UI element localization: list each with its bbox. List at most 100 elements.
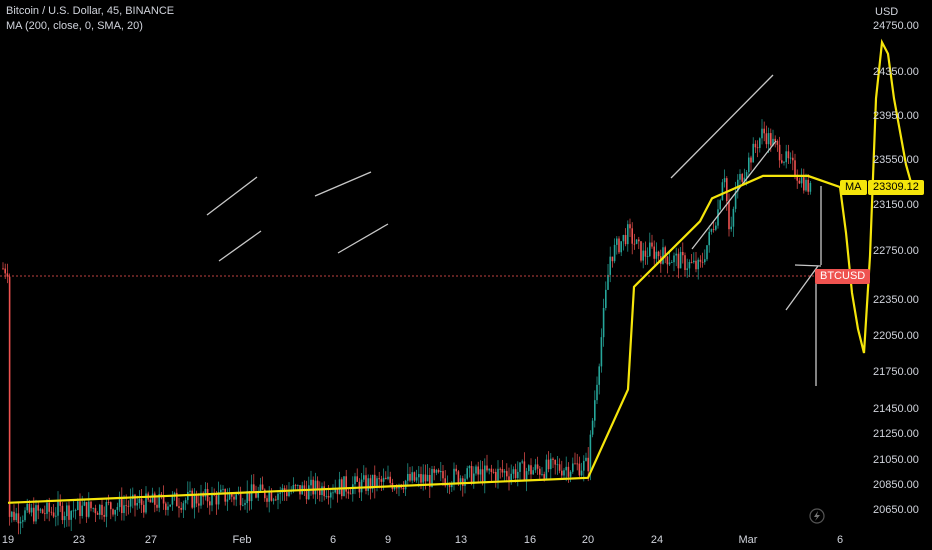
candle-body — [17, 513, 20, 524]
candle-body — [767, 133, 770, 145]
candle-body — [457, 471, 460, 484]
candle-body — [616, 238, 618, 245]
trendline[interactable] — [337, 223, 389, 254]
candle-body — [763, 128, 765, 134]
candle-body — [473, 473, 475, 484]
candle-body — [151, 493, 154, 503]
candle-body — [688, 262, 691, 269]
candle-body — [539, 468, 541, 475]
moving-average-line[interactable] — [7, 38, 914, 504]
trendline[interactable] — [691, 140, 777, 250]
candle-body — [583, 460, 585, 471]
candle-body — [327, 495, 330, 498]
candle-body — [697, 259, 699, 270]
trendline[interactable] — [670, 74, 774, 179]
candle-body — [222, 488, 224, 490]
candle-body — [96, 513, 99, 515]
candle-body — [437, 469, 440, 473]
candle-body — [63, 516, 66, 521]
candle-body — [402, 487, 405, 490]
candle-body — [61, 505, 64, 521]
candle-body — [356, 476, 358, 482]
trendline[interactable] — [206, 176, 258, 216]
candle-body — [389, 476, 391, 483]
candle-body — [642, 250, 644, 261]
candle-body — [420, 474, 422, 483]
candle-body — [594, 400, 596, 421]
candle-body — [701, 261, 704, 263]
candle-body — [607, 274, 609, 290]
candle-body — [272, 499, 275, 501]
candle-body — [635, 239, 638, 244]
ma-label-tag: MA — [840, 180, 867, 195]
candle-body — [217, 492, 220, 505]
candle-body — [123, 505, 125, 514]
candle-body — [798, 180, 801, 184]
candle-body — [495, 471, 497, 481]
candle-body — [312, 479, 314, 495]
candle-body — [347, 491, 350, 494]
candle-body — [184, 500, 187, 504]
candle-body — [655, 251, 658, 259]
candle-body — [651, 242, 653, 247]
candle-body — [319, 490, 321, 495]
candle-body — [712, 229, 715, 230]
candle-body — [605, 289, 607, 308]
candle-body — [624, 235, 627, 245]
candle-body — [279, 492, 281, 494]
candle-body — [561, 470, 563, 476]
candle-body — [543, 474, 545, 479]
candle-body — [730, 226, 732, 230]
candle-body — [248, 491, 251, 502]
candle-body — [739, 174, 741, 180]
candle-body — [257, 491, 259, 498]
time-tick-label: 13 — [455, 534, 467, 546]
candle-body — [44, 513, 46, 515]
candle-body — [466, 468, 468, 479]
trendline[interactable] — [785, 265, 819, 311]
candle-body — [759, 138, 761, 148]
candle-body — [710, 229, 713, 232]
candle-body — [198, 503, 200, 506]
candle-body — [613, 244, 616, 262]
candle-body — [85, 502, 88, 517]
candle-body — [693, 260, 695, 263]
candle-body — [596, 384, 598, 401]
candle-body — [22, 520, 24, 522]
candle-body — [332, 492, 334, 494]
price-tick-label: 23550.00 — [873, 154, 919, 166]
candle-body — [600, 337, 603, 367]
candle-body — [176, 492, 178, 507]
candle-body — [90, 501, 92, 509]
candle-body — [574, 463, 576, 465]
candle-body — [807, 179, 809, 192]
trendline[interactable] — [218, 230, 262, 262]
candle-body — [429, 474, 431, 487]
candle-body — [453, 468, 455, 485]
candle-body — [541, 474, 543, 475]
price-tick-label: 21750.00 — [873, 366, 919, 378]
candle-body — [110, 502, 112, 510]
candle-body — [486, 465, 488, 471]
candle-body — [268, 492, 270, 502]
candle-body — [809, 183, 812, 192]
candle-body — [671, 262, 673, 264]
candle-body — [101, 504, 103, 515]
candle-body — [776, 141, 779, 145]
price-tick-label: 21250.00 — [873, 428, 919, 440]
lightning-icon[interactable] — [809, 508, 825, 524]
candle-body — [752, 143, 754, 163]
candle-body — [490, 468, 493, 472]
candle-body — [512, 469, 515, 474]
candle-body — [376, 478, 378, 488]
candle-body — [479, 469, 482, 475]
candle-body — [792, 157, 794, 161]
time-tick-label: 6 — [837, 534, 843, 546]
candle-body — [620, 241, 622, 253]
trendline[interactable] — [314, 171, 372, 197]
snapshot-button[interactable] — [809, 508, 825, 524]
candle-body — [633, 243, 636, 245]
candle-body — [261, 484, 264, 490]
trendline[interactable] — [794, 264, 822, 267]
